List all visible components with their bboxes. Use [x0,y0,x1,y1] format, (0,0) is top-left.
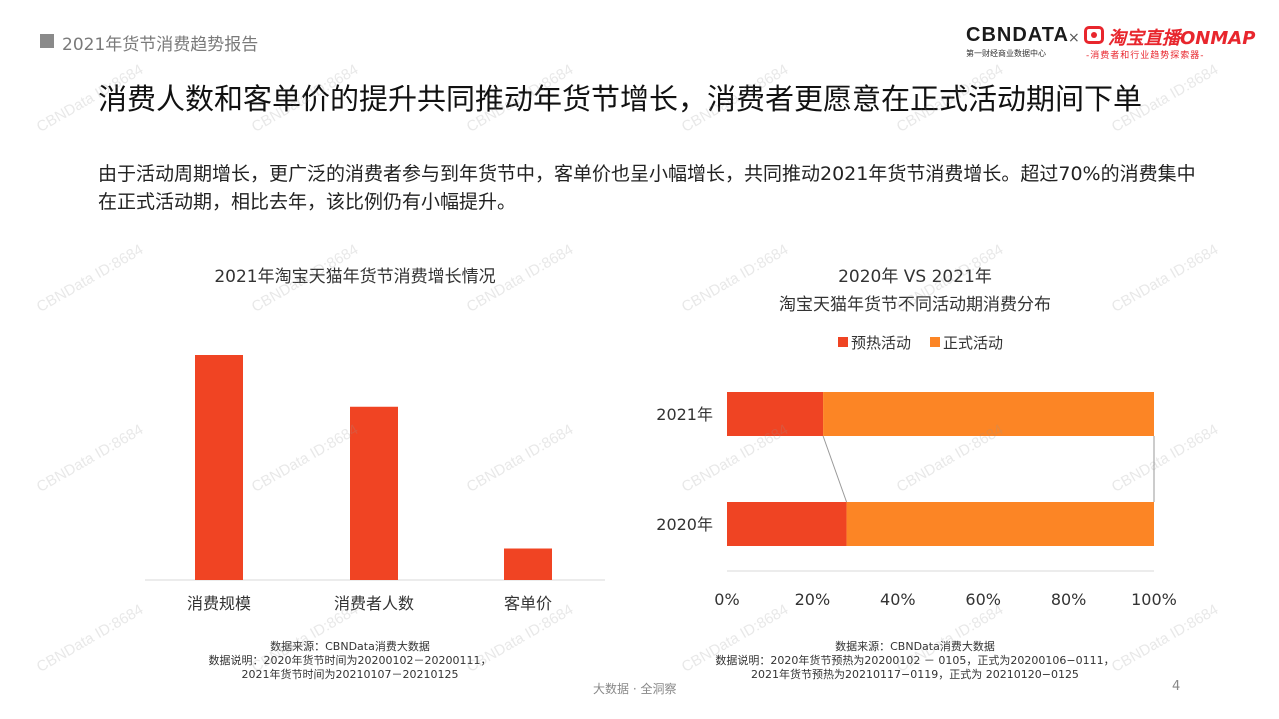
logo-separator: × [1068,30,1080,46]
footer-slogan: 大数据 · 全洞察 [593,682,677,696]
report-title: 2021年货节消费趋势报告 [62,35,259,55]
legend-swatch-1 [930,337,940,347]
cbndata-logo-subtitle: 第一财经商业数据中心 [966,49,1046,58]
taobao-live-icon [1084,26,1104,44]
y-tick-label-0: 2021年 [656,405,713,424]
page-number: 4 [1172,679,1181,694]
left-chart-source: 数据来源：CBNData消费大数据 [270,640,430,653]
left-chart-title: 2021年淘宝天猫年货节消费增长情况 [214,267,496,287]
legend-label-1: 正式活动 [943,334,1003,352]
x-tick-0: 0% [714,590,739,609]
bar-2 [504,548,552,580]
right-chart-note-1: 数据说明：2020年货节预热为20200102 － 0105，正式为202001… [715,654,1115,667]
right-chart-subtitle: 淘宝天猫年货节不同活动期消费分布 [779,295,1051,315]
bar-0 [195,355,243,580]
cbndata-logo: CBNDATA [966,24,1069,46]
connector-preheat [822,435,848,503]
x-tick-1: 20% [795,590,831,609]
legend-label-0: 预热活动 [851,334,911,352]
x-tick-label-2: 客单价 [504,594,552,613]
x-tick-5: 100% [1131,590,1177,609]
bar-1 [350,406,398,580]
bar-0-0 [727,392,824,436]
legend-swatch-0 [838,337,848,347]
page-title: 消费人数和客单价的提升共同推动年货节增长，消费者更愿意在正式活动期间下单 [98,82,1143,116]
x-tick-2: 40% [880,590,916,609]
x-tick-label-0: 消费规模 [187,594,251,613]
taobao-live-logo-subtitle: -消费者和行业趋势探索器- [1086,51,1205,61]
x-tick-label-1: 消费者人数 [334,594,414,613]
right-chart-title: 2020年 VS 2021年 [838,267,992,287]
bar-1-1 [846,502,1154,546]
bar-0-1 [823,392,1154,436]
left-chart-note-1: 数据说明：2020年货节时间为20200102－20200111， [208,654,492,667]
right-chart-note-2: 2021年货节预热为20210117−0119，正式为 20210120−012… [751,668,1079,681]
bar-1-0 [727,502,847,546]
right-chart-source: 数据来源：CBNData消费大数据 [835,640,995,653]
left-chart-note-2: 2021年货节时间为20210107－20210125 [241,668,459,681]
header-marker [40,34,54,48]
x-tick-3: 60% [965,590,1001,609]
taobao-live-logo: 淘宝直播ONMAP [1108,28,1256,49]
x-tick-4: 80% [1051,590,1087,609]
page-subtitle: 由于活动周期增长，更广泛的消费者参与到年货节中，客单价也呈小幅增长，共同推动20… [98,163,1196,213]
y-tick-label-1: 2020年 [656,515,713,534]
